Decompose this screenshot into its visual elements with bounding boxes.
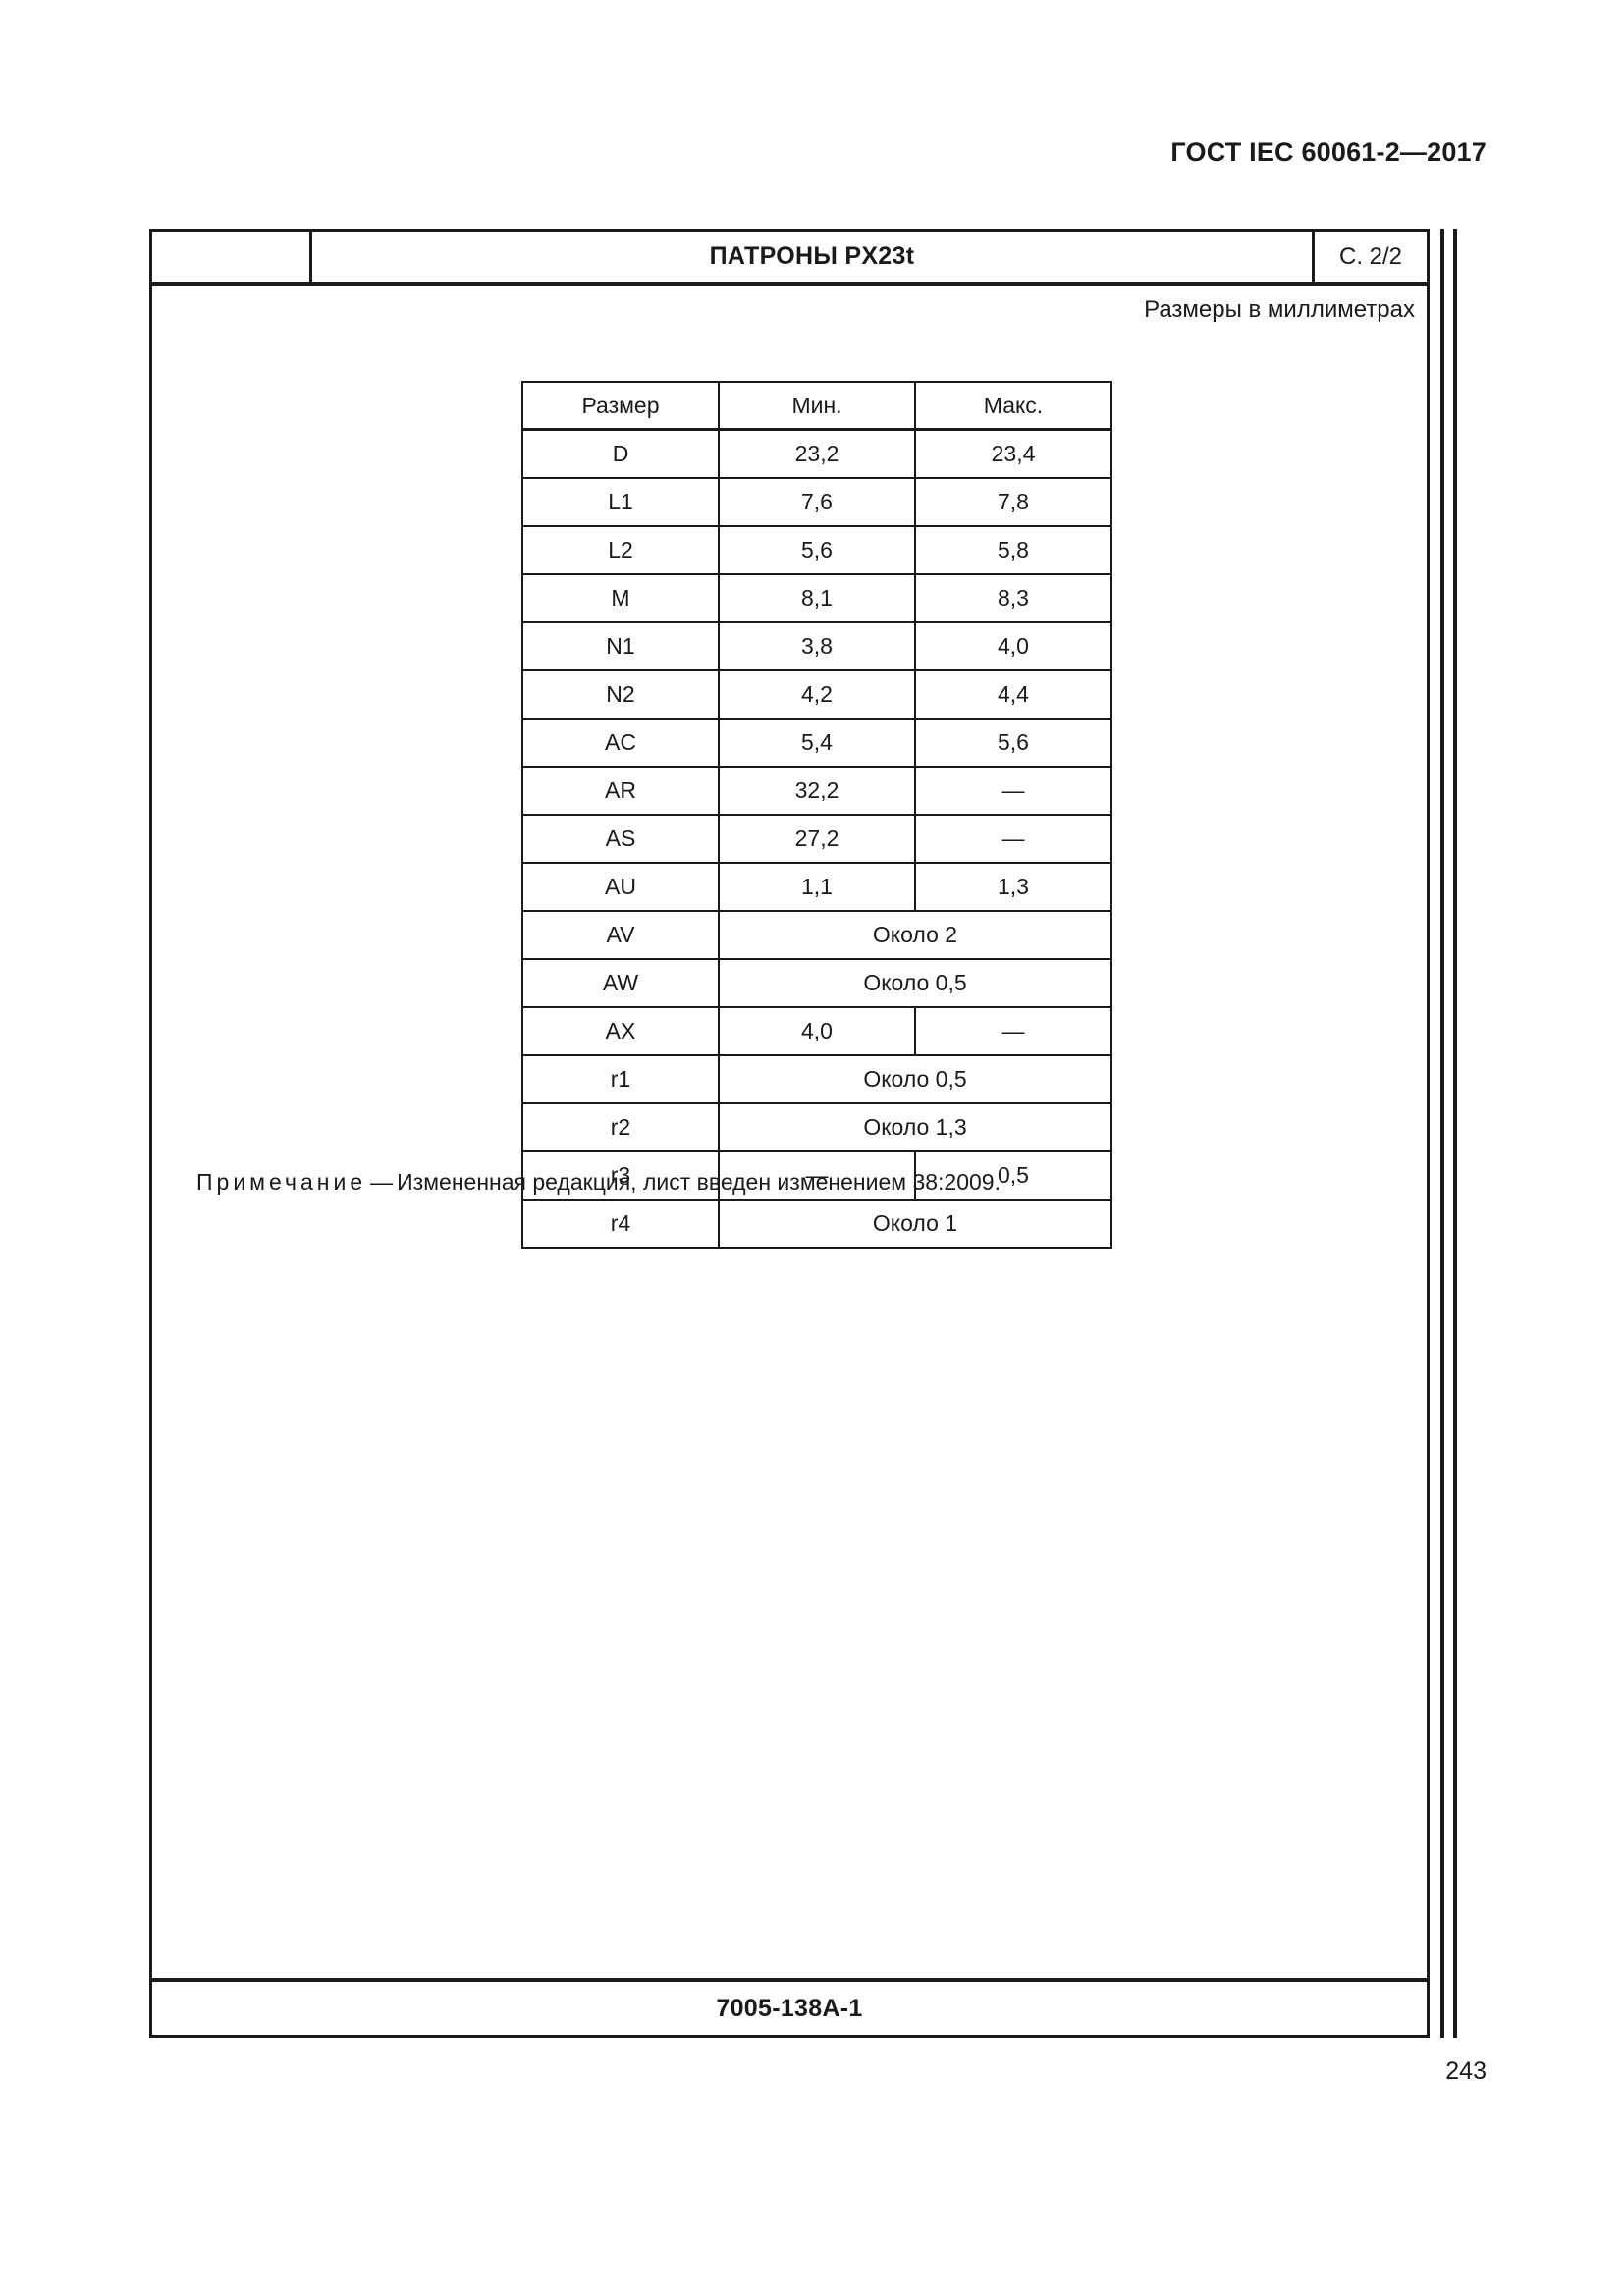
table-row: r2 Около 1,3 <box>521 1102 1112 1152</box>
table-row: AC 5,4 5,6 <box>521 718 1112 768</box>
cell-dimension-min: 5,4 <box>718 718 916 768</box>
cell-dimension-value-merged: Около 1 <box>718 1199 1112 1249</box>
cell-dimension-name: AU <box>521 862 720 912</box>
table-row: D 23,2 23,4 <box>521 429 1112 479</box>
cell-dimension-name: L2 <box>521 525 720 575</box>
sheet-title-cell: ПАТРОНЫ PX23t <box>312 232 1315 282</box>
table-row: AV Около 2 <box>521 910 1112 960</box>
page-number: 243 <box>1445 2057 1487 2085</box>
table-row: AS 27,2— <box>521 814 1112 864</box>
table-row: N2 4,2 4,4 <box>521 669 1112 720</box>
cell-dimension-name: AW <box>521 958 720 1008</box>
table-row: AX 4,0— <box>521 1006 1112 1056</box>
cell-dimension-value-merged: Около 0,5 <box>718 1054 1112 1104</box>
table-row: r1 Около 0,5 <box>521 1054 1112 1104</box>
cell-dimension-max: 1,3 <box>914 862 1112 912</box>
cell-dimension-min: 8,1 <box>718 573 916 623</box>
cell-dimension-min: 5,6 <box>718 525 916 575</box>
table-row: r3—0,5 <box>521 1150 1112 1201</box>
cell-dimension-min: 4,0 <box>718 1006 916 1056</box>
cell-dimension-min: 4,2 <box>718 669 916 720</box>
column-header-name: Размер <box>521 381 720 431</box>
dimension-table-container: Размер Мин. Макс. D 23,2 23,4 L1 7,6 7,8 L2 5,6… <box>521 381 1112 1249</box>
cell-dimension-max: — <box>914 814 1112 864</box>
cell-dimension-min: 7,6 <box>718 477 916 527</box>
cell-dimension-max: 5,6 <box>914 718 1112 768</box>
table-row: L1 7,6 7,8 <box>521 477 1112 527</box>
cell-dimension-max: 8,3 <box>914 573 1112 623</box>
cell-dimension-max: 4,4 <box>914 669 1112 720</box>
cell-dimension-value-merged: Около 0,5 <box>718 958 1112 1008</box>
sheet-title-text: ПАТРОНЫ PX23t <box>709 242 915 270</box>
cell-dimension-min: 27,2 <box>718 814 916 864</box>
footer-code-text: 7005-138A-1 <box>716 1994 863 2022</box>
table-row: AW Около 0,5 <box>521 958 1112 1008</box>
cell-dimension-name: r1 <box>521 1054 720 1104</box>
table-row: L2 5,6 5,8 <box>521 525 1112 575</box>
cell-dimension-max: — <box>914 1006 1112 1056</box>
cell-dimension-min: 3,8 <box>718 621 916 671</box>
cell-dimension-max: 7,8 <box>914 477 1112 527</box>
frame-edge-rule-inner <box>1453 229 1457 2038</box>
cell-dimension-name: N2 <box>521 669 720 720</box>
units-note: Размеры в миллиметрах <box>1144 296 1415 323</box>
table-row: r4 Около 1 <box>521 1199 1112 1249</box>
cell-dimension-name: L1 <box>521 477 720 527</box>
cell-dimension-name: AS <box>521 814 720 864</box>
sheet-page-indicator-text: С. 2/2 <box>1338 242 1403 270</box>
cell-dimension-name: AX <box>521 1006 720 1056</box>
cell-dimension-min: — <box>718 1150 916 1201</box>
table-row: AR 32,2— <box>521 766 1112 816</box>
note-label: Примечание <box>196 1169 367 1195</box>
cell-dimension-min: 32,2 <box>718 766 916 816</box>
cell-dimension-name: M <box>521 573 720 623</box>
sheet-frame: ПАТРОНЫ PX23t С. 2/2 Размеры в миллиметр… <box>149 229 1430 2038</box>
table-header-row: Размер Мин. Макс. <box>521 381 1112 431</box>
frame-edge-rule-outer <box>1440 229 1444 2038</box>
cell-dimension-name: r2 <box>521 1102 720 1152</box>
cell-dimension-max: — <box>914 766 1112 816</box>
table-row: M 8,1 8,3 <box>521 573 1112 623</box>
note-paragraph: Примечание — Измененная редакция, лист вве… <box>196 1169 1001 1196</box>
cell-dimension-name: D <box>521 429 720 479</box>
sheet-title-blank-cell <box>152 232 312 282</box>
dimension-table-body: D 23,2 23,4 L1 7,6 7,8 L2 5,6 5,8 M 8,1 8,3 N1 3,8 4,0… <box>521 429 1112 1249</box>
column-header-min: Мин. <box>718 381 916 431</box>
cell-dimension-min: 23,2 <box>718 429 916 479</box>
sheet-page-indicator-cell: С. 2/2 <box>1315 232 1427 282</box>
sheet-footer-band: 7005-138A-1 <box>152 1978 1427 2035</box>
table-row: AU 1,1 1,3 <box>521 862 1112 912</box>
cell-dimension-value-merged: Около 1,3 <box>718 1102 1112 1152</box>
cell-dimension-value-merged: Около 2 <box>718 910 1112 960</box>
sheet-title-band: ПАТРОНЫ PX23t С. 2/2 <box>152 232 1427 286</box>
standard-header: ГОСТ IEC 60061-2—2017 <box>1170 137 1487 167</box>
note-text: Измененная редакция, лист введен изменен… <box>397 1169 1001 1195</box>
cell-dimension-name: r4 <box>521 1199 720 1249</box>
cell-dimension-max: 5,8 <box>914 525 1112 575</box>
cell-dimension-name: N1 <box>521 621 720 671</box>
cell-dimension-max: 4,0 <box>914 621 1112 671</box>
cell-dimension-name: r3 <box>521 1150 720 1201</box>
dimension-table: Размер Мин. Макс. D 23,2 23,4 L1 7,6 7,8 L2 5,6… <box>521 381 1112 1249</box>
note-dash: — <box>370 1169 394 1195</box>
cell-dimension-name: AR <box>521 766 720 816</box>
column-header-max: Макс. <box>914 381 1112 431</box>
cell-dimension-max: 23,4 <box>914 429 1112 479</box>
cell-dimension-min: 1,1 <box>718 862 916 912</box>
cell-dimension-name: AV <box>521 910 720 960</box>
cell-dimension-max: 0,5 <box>914 1150 1112 1201</box>
cell-dimension-name: AC <box>521 718 720 768</box>
table-row: N1 3,8 4,0 <box>521 621 1112 671</box>
